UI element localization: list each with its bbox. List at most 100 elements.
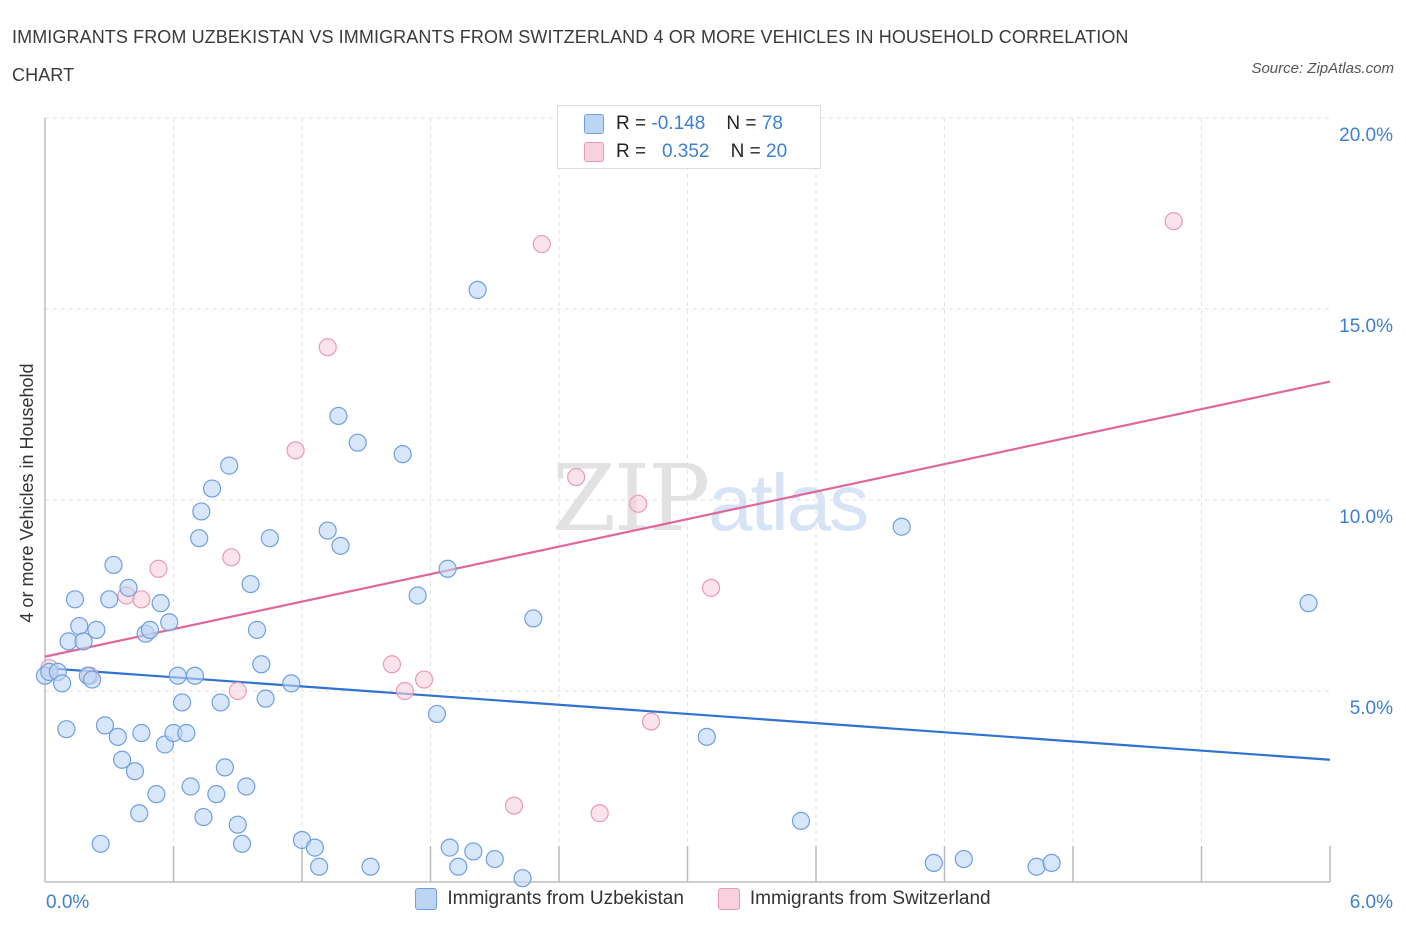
legend-swatch-switzerland: [584, 142, 604, 162]
point-uzbekistan: [892, 517, 911, 536]
point-uzbekistan: [1042, 853, 1061, 873]
point-switzerland: [641, 712, 661, 731]
point-switzerland: [318, 338, 337, 357]
point-uzbekistan: [177, 723, 196, 743]
point-uzbekistan: [108, 727, 127, 746]
series-name-uzbekistan: Immigrants from Uzbekistan: [447, 888, 684, 909]
point-uzbekistan: [112, 750, 132, 769]
point-uzbekistan: [211, 693, 230, 712]
point-switzerland: [629, 494, 648, 513]
legend-n-label: N =: [730, 141, 761, 162]
point-uzbekistan: [252, 655, 271, 674]
correlation-legend: R = -0.148 N = 78 R = 0.352 N = 20: [557, 105, 821, 169]
point-uzbekistan: [215, 758, 234, 777]
point-uzbekistan: [147, 785, 166, 804]
point-switzerland: [382, 655, 402, 674]
point-switzerland: [149, 559, 168, 578]
point-uzbekistan: [361, 857, 380, 876]
series-swatch-switzerland: [717, 888, 740, 910]
point-uzbekistan: [331, 536, 350, 555]
point-uzbekistan: [151, 594, 170, 613]
point-uzbekistan: [791, 811, 811, 830]
point-switzerland: [1164, 212, 1183, 231]
series-legend-uzbekistan: Immigrants from Uzbekistan: [415, 888, 684, 910]
point-uzbekistan: [119, 578, 138, 597]
trend-line-switzerland: [44, 380, 1331, 658]
point-uzbekistan: [924, 853, 943, 873]
point-uzbekistan: [427, 704, 447, 724]
point-uzbekistan: [100, 590, 119, 609]
point-uzbekistan: [87, 620, 106, 639]
point-uzbekistan: [181, 777, 200, 796]
y-axis-label: 4 or more Vehicles in Household: [17, 363, 37, 622]
point-switzerland: [132, 590, 151, 609]
point-uzbekistan: [192, 502, 211, 521]
trend-line-uzbekistan: [44, 666, 1331, 761]
point-uzbekistan: [318, 521, 337, 540]
point-uzbekistan: [485, 849, 504, 869]
point-uzbekistan: [260, 529, 279, 548]
point-uzbekistan: [132, 723, 151, 743]
point-uzbekistan: [697, 727, 716, 746]
chart-title: IMMIGRANTS FROM UZBEKISTAN VS IMMIGRANTS…: [12, 27, 1129, 85]
point-uzbekistan: [468, 280, 487, 299]
point-switzerland: [504, 796, 524, 815]
legend-r-label: R =: [616, 113, 647, 134]
legend-swatch-uzbekistan: [584, 114, 604, 134]
point-uzbekistan: [91, 834, 110, 853]
point-switzerland: [701, 578, 721, 597]
point-uzbekistan: [1027, 857, 1046, 876]
point-switzerland: [590, 804, 609, 823]
point-uzbekistan: [310, 857, 329, 876]
point-uzbekistan: [237, 777, 256, 796]
axes: [44, 118, 1331, 883]
point-uzbekistan: [160, 613, 179, 632]
point-switzerland: [222, 548, 241, 567]
point-uzbekistan: [190, 529, 209, 548]
point-switzerland: [567, 467, 586, 487]
legend-r-value: -0.148: [651, 113, 706, 134]
series-legend: Immigrants from Uzbekistan Immigrants fr…: [0, 888, 1406, 910]
point-uzbekistan: [954, 849, 973, 869]
legend-row-switzerland: R = 0.352 N = 20: [584, 138, 787, 166]
point-uzbekistan: [194, 807, 213, 827]
point-uzbekistan: [185, 666, 205, 685]
point-uzbekistan: [95, 716, 115, 735]
point-switzerland: [395, 681, 414, 701]
point-uzbekistan: [70, 616, 89, 636]
point-uzbekistan: [256, 689, 275, 708]
data-points: [35, 212, 1318, 888]
point-uzbekistan: [247, 620, 267, 639]
point-uzbekistan: [438, 559, 457, 578]
point-switzerland: [532, 234, 551, 254]
legend-n-label: N =: [726, 113, 757, 134]
point-uzbekistan: [57, 720, 76, 739]
point-uzbekistan: [464, 842, 483, 861]
legend-row-uzbekistan: R = -0.148 N = 78: [584, 110, 783, 138]
y-tick-label: 5.0%: [1350, 698, 1393, 719]
point-uzbekistan: [393, 445, 412, 464]
point-uzbekistan: [305, 838, 324, 857]
point-switzerland: [286, 441, 305, 460]
series-swatch-uzbekistan: [415, 888, 438, 910]
point-uzbekistan: [408, 586, 427, 605]
point-uzbekistan: [440, 838, 459, 857]
point-uzbekistan: [228, 815, 247, 834]
point-uzbekistan: [207, 785, 226, 804]
point-uzbekistan: [53, 674, 72, 693]
tick-labels: 5.0% 10.0% 15.0% 20.0% 0.0% 6.0%: [46, 125, 1393, 913]
point-uzbekistan: [172, 693, 192, 712]
series-name-switzerland: Immigrants from Switzerland: [749, 888, 991, 909]
legend-n-value: 20: [766, 141, 788, 162]
point-uzbekistan: [449, 857, 468, 876]
point-switzerland: [414, 670, 434, 689]
point-uzbekistan: [329, 406, 348, 426]
y-tick-label: 15.0%: [1339, 316, 1393, 337]
point-uzbekistan: [202, 479, 222, 498]
x-tick-label: 6.0%: [1350, 892, 1393, 913]
point-uzbekistan: [104, 555, 123, 575]
point-uzbekistan: [130, 804, 149, 823]
watermark-atlas: atlas: [708, 458, 869, 547]
point-uzbekistan: [220, 456, 239, 475]
